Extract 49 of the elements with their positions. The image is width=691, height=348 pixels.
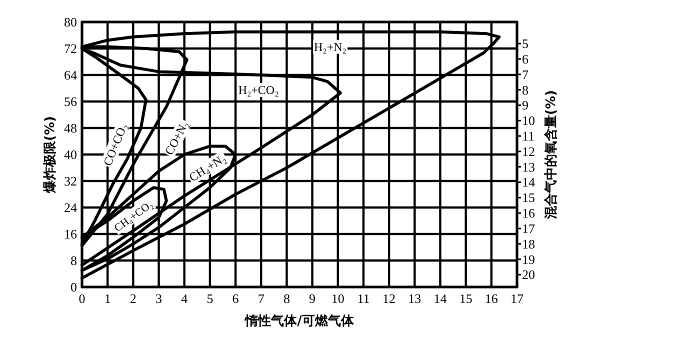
- y2-tick-label: 19: [522, 252, 535, 267]
- x-tick-label: 2: [130, 291, 136, 306]
- x-tick-label: 15: [459, 291, 472, 306]
- y2-tick-label: 15: [522, 190, 535, 206]
- y2-tick-label: 5: [522, 36, 528, 52]
- x-tick-label: 10: [331, 291, 344, 306]
- x-tick-label: 12: [382, 291, 396, 306]
- y2-tick-label: 14: [522, 174, 536, 190]
- y-tick-label: 72: [64, 41, 77, 56]
- series-label: H₂+CO₂: [238, 82, 279, 97]
- y-tick-label: 0: [70, 280, 77, 294]
- y2-axis-title: 混合气中的氧含量(%): [543, 90, 559, 220]
- y2-tick-label: 7: [522, 66, 529, 82]
- y-axis-title: 爆炸极限(%): [43, 116, 58, 194]
- y2-tick-label: 6: [522, 51, 529, 66]
- y-tick-label: 64: [64, 68, 78, 82]
- y-tick-label: 56: [64, 94, 78, 109]
- y2-tick-label: 11: [522, 128, 535, 144]
- series-label: H₂+N₂: [314, 40, 346, 54]
- y2-tick-label: 8: [522, 82, 528, 98]
- x-tick-label: 11: [357, 291, 370, 306]
- y2-tick-label: 16: [522, 206, 536, 221]
- x-tick-label: 14: [434, 291, 448, 306]
- x-tick-label: 7: [258, 291, 265, 306]
- y2-tick-label: 20: [522, 267, 535, 282]
- x-tick-label: 3: [156, 291, 162, 306]
- x-tick-label: 8: [283, 291, 290, 306]
- y2-tick-label: 13: [522, 159, 535, 174]
- y-tick-label: 8: [70, 253, 77, 268]
- x-tick-label: 1: [104, 291, 111, 306]
- y-tick-label: 40: [64, 147, 77, 162]
- y2-tick-label: 17: [522, 220, 536, 236]
- x-tick-label: 5: [206, 291, 214, 306]
- y2-tick-label: 18: [522, 236, 535, 252]
- x-tick-label: 17: [510, 291, 524, 306]
- x-tick-label: 9: [309, 291, 316, 306]
- y-tick-label: 80: [64, 14, 77, 30]
- x-tick-label: 16: [484, 291, 498, 306]
- y-tick-label: 32: [64, 174, 77, 188]
- x-tick-label: 13: [408, 291, 422, 306]
- y-tick-label: 48: [64, 120, 77, 136]
- y2-tick-label: 9: [522, 98, 528, 113]
- x-axis-title: 惰性气体/可燃气体: [244, 314, 355, 329]
- x-tick-label: 4: [181, 291, 188, 306]
- x-tick-label: 6: [232, 291, 240, 306]
- y2-tick-label: 10: [522, 113, 535, 128]
- y2-tick-label: 12: [522, 144, 535, 159]
- y-tick-label: 16: [64, 226, 78, 242]
- y-tick-label: 24: [64, 200, 78, 215]
